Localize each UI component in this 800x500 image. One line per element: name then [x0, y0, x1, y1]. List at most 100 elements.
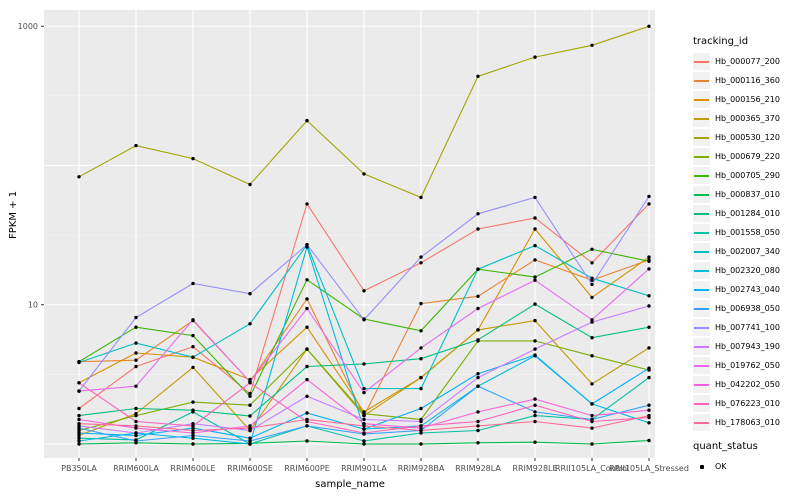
data-point [362, 362, 366, 366]
legend-entry-Hb_007943_190: Hb_007943_190 [693, 337, 800, 356]
data-point [77, 413, 81, 418]
legend-entry-Hb_178063_010: Hb_178063_010 [693, 413, 800, 432]
legend-label: Hb_019762_050 [715, 361, 780, 370]
data-point [476, 328, 480, 332]
data-point [533, 278, 537, 282]
legend-key-icon [693, 72, 710, 89]
data-point [533, 227, 537, 231]
legend-entry-Hb_000116_360: Hb_000116_360 [693, 71, 800, 90]
data-point [77, 442, 81, 446]
data-point [191, 436, 195, 440]
data-point [647, 255, 651, 259]
data-point [590, 413, 594, 418]
x-tick-label: RRIM600PE [284, 464, 330, 473]
x-tick-label: RRII105LA_Stressed [609, 464, 689, 473]
data-point [362, 172, 366, 176]
data-point [533, 410, 537, 414]
data-point [647, 413, 651, 418]
data-point [134, 358, 138, 362]
legend-line-swatch [694, 326, 709, 329]
data-point [590, 426, 594, 430]
legend-key-icon [693, 110, 710, 127]
data-point [647, 421, 651, 425]
data-point [590, 382, 594, 386]
legend-line-swatch [694, 250, 709, 253]
data-point [533, 243, 537, 248]
legend-entry-Hb_002320_080: Hb_002320_080 [693, 261, 800, 280]
data-point [362, 424, 366, 428]
legend-key-icon [693, 300, 710, 317]
data-point [533, 413, 537, 418]
legend-line-swatch [694, 421, 709, 424]
data-point [476, 212, 480, 216]
legend-line-swatch [694, 288, 709, 291]
data-point [533, 347, 537, 351]
legend-line-swatch [694, 383, 709, 386]
legend-entries: Hb_000077_200 Hb_000116_360 Hb_000156_210 H… [693, 52, 800, 432]
legend-key-icon [693, 243, 710, 260]
data-point [419, 301, 423, 306]
legend-label: Hb_076223_010 [715, 399, 780, 408]
data-point [590, 261, 594, 265]
legend-entry-Hb_076223_010: Hb_076223_010 [693, 394, 800, 413]
x-tick-label: RRIM600SE [227, 464, 273, 473]
legend-entry-Hb_002743_040: Hb_002743_040 [693, 280, 800, 299]
legend-label: Hb_001284_010 [715, 209, 780, 218]
data-point [476, 375, 480, 380]
data-point [419, 346, 423, 350]
x-tick-label: RRIM928LA [455, 464, 501, 473]
data-point [305, 394, 309, 398]
legend-label: Hb_002320_080 [715, 266, 780, 275]
legend-label: Hb_000679_220 [715, 152, 780, 161]
data-point [476, 428, 480, 433]
legend-entry-Hb_001284_010: Hb_001284_010 [693, 204, 800, 223]
data-point [647, 304, 651, 308]
legend-key-icon [693, 148, 710, 165]
legend-label: Hb_000530_120 [715, 133, 780, 142]
legend-key-icon [693, 91, 710, 108]
data-point [191, 433, 195, 438]
data-point [590, 336, 594, 340]
legend-line-swatch [694, 231, 709, 234]
legend-key-icon [693, 167, 710, 184]
data-point [533, 195, 537, 200]
data-point [305, 118, 309, 123]
y-axis-title: FPKM + 1 [8, 190, 19, 239]
data-point [476, 410, 480, 414]
data-point [590, 43, 594, 47]
data-point [77, 428, 81, 433]
data-point [647, 403, 651, 407]
data-point [77, 439, 81, 443]
data-point [476, 306, 480, 311]
data-point [248, 182, 252, 187]
legend-entry-Hb_001558_050: Hb_001558_050 [693, 223, 800, 242]
data-point [77, 417, 81, 422]
legend-label: Hb_002007_340 [715, 247, 780, 256]
legend-line-swatch [694, 60, 709, 63]
data-point [533, 403, 537, 407]
legend-title-tracking-id: tracking_id [693, 36, 749, 47]
data-point [191, 355, 195, 359]
y-major-gridlines [44, 25, 655, 445]
data-point [191, 424, 195, 428]
legend-entry-Hb_000156_210: Hb_000156_210 [693, 90, 800, 109]
data-point [191, 333, 195, 338]
data-point [362, 412, 366, 416]
data-point [419, 431, 423, 435]
data-point [191, 410, 195, 414]
data-point [419, 255, 423, 259]
legend-label: Hb_000116_360 [715, 76, 780, 85]
legend-key-icon [693, 395, 710, 412]
data-point [134, 351, 138, 355]
data-point [362, 386, 366, 391]
data-point [647, 366, 651, 370]
legend-line-swatch [694, 402, 709, 405]
data-point [134, 433, 138, 438]
data-point [134, 384, 138, 388]
data-point [362, 318, 366, 322]
data-point [647, 202, 651, 206]
data-point [419, 195, 423, 200]
legend-label: Hb_001558_050 [715, 228, 780, 237]
legend-label: Hb_000365_370 [715, 114, 780, 123]
data-point [191, 156, 195, 161]
